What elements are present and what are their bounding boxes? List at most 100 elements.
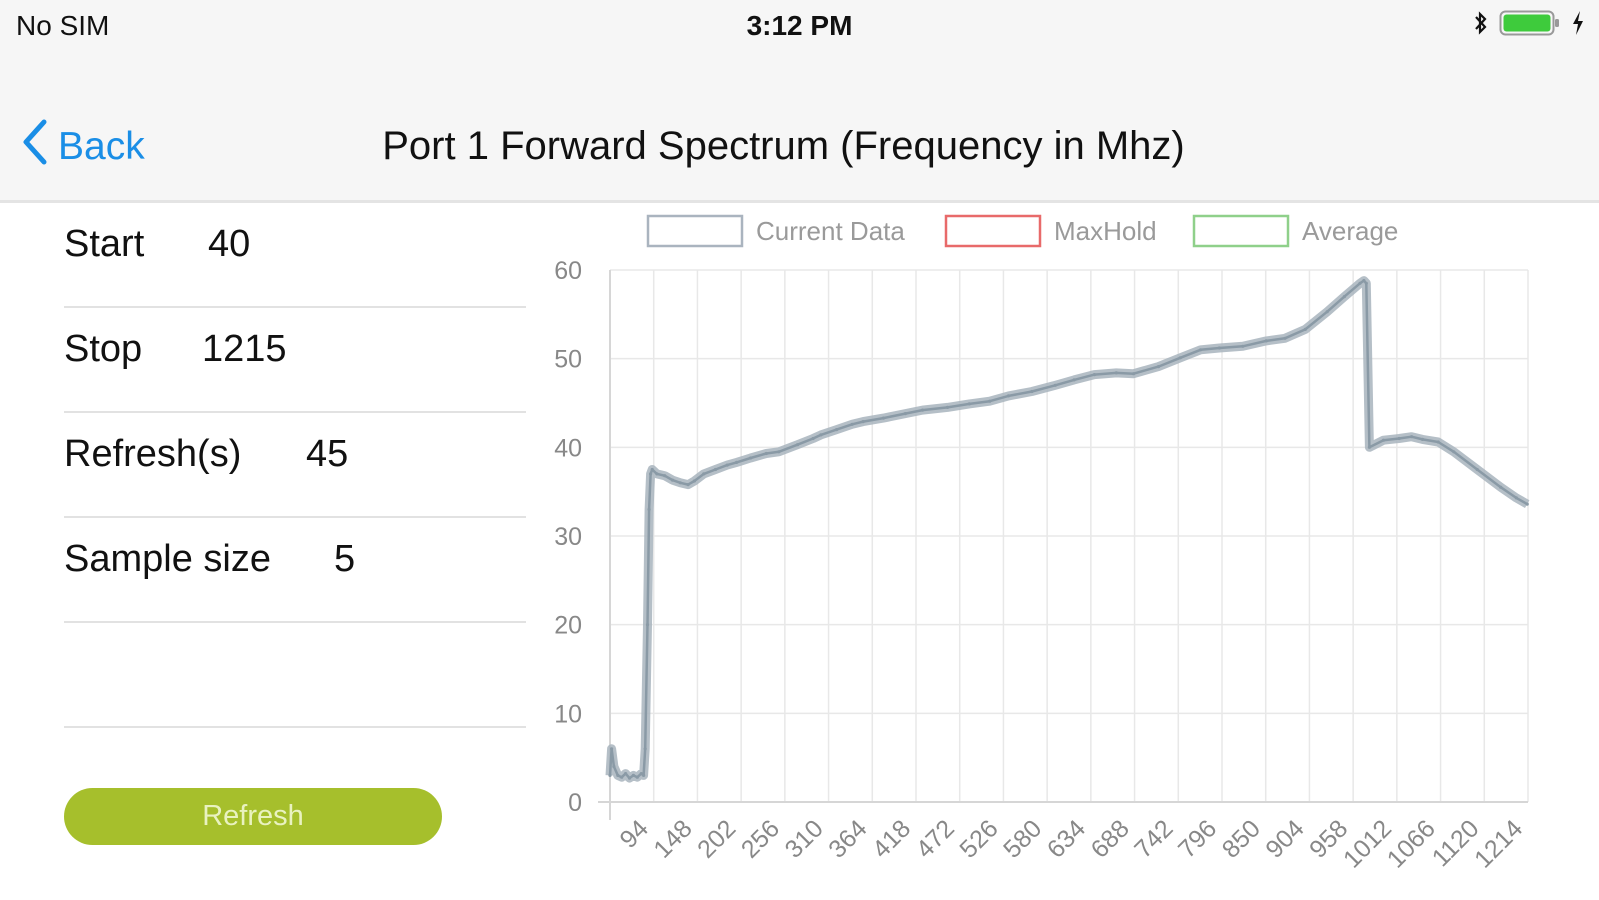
start-row[interactable]: Start 40: [64, 203, 526, 308]
data-point: [1092, 373, 1096, 377]
data-point: [988, 399, 992, 403]
x-tick-label: 634: [1042, 814, 1091, 863]
chart-legend: Current Data MaxHold Average: [646, 214, 1398, 248]
sample-size-row[interactable]: Sample size 5: [64, 518, 526, 623]
back-button[interactable]: Back: [20, 118, 145, 176]
data-point: [645, 623, 650, 627]
x-tick-label: 418: [867, 814, 916, 863]
x-tick-label: 1012: [1338, 814, 1397, 873]
x-tick-label: 742: [1129, 814, 1178, 863]
data-point: [678, 481, 682, 485]
x-tick-label: 364: [823, 814, 872, 863]
start-label: Start: [64, 223, 145, 265]
y-tick-label: 60: [554, 257, 582, 285]
data-point: [1452, 450, 1456, 454]
empty-row: [64, 623, 526, 728]
data-point: [655, 472, 659, 476]
data-point: [631, 773, 635, 778]
data-point: [795, 443, 800, 447]
series-band-current-data: [605, 276, 1530, 783]
stop-value[interactable]: 1215: [202, 328, 287, 370]
refresh-button[interactable]: Refresh: [64, 788, 442, 845]
data-point: [1283, 336, 1287, 340]
data-point: [811, 436, 815, 441]
data-point: [1325, 310, 1329, 314]
data-point: [1199, 348, 1203, 352]
x-tick-label: 580: [998, 814, 1047, 863]
navigation-bar: Back Port 1 Forward Spectrum (Frequency …: [0, 52, 1599, 203]
data-point: [1264, 339, 1268, 343]
x-tick-label: 904: [1260, 814, 1309, 863]
x-tick-label: 148: [648, 814, 697, 863]
y-tick-label: 50: [554, 346, 582, 374]
legend-swatch-average: [1192, 214, 1290, 248]
y-tick-label: 40: [554, 434, 582, 462]
data-point: [1114, 371, 1118, 375]
data-point: [1525, 502, 1529, 506]
x-tick-label: 1214: [1469, 814, 1528, 873]
y-tick-label: 0: [568, 789, 582, 817]
data-point: [1475, 467, 1479, 472]
refresh-interval-row[interactable]: Refresh(s) 45: [64, 413, 526, 518]
data-point: [1156, 365, 1161, 369]
data-point: [647, 507, 651, 511]
data-point: [713, 467, 718, 472]
data-point: [612, 764, 616, 769]
data-point: [1006, 394, 1011, 398]
data-point: [1420, 437, 1425, 441]
data-point: [764, 451, 768, 456]
data-point: [650, 467, 654, 472]
status-icons: [1473, 10, 1585, 43]
x-tick-label: 1066: [1382, 814, 1441, 873]
x-tick-label: 256: [736, 814, 785, 863]
data-point: [608, 773, 612, 778]
data-point: [920, 408, 925, 412]
data-point: [639, 772, 643, 776]
page-title: Port 1 Forward Spectrum (Frequency in Mh…: [382, 124, 1185, 168]
data-point: [643, 747, 647, 751]
data-point: [642, 773, 646, 778]
legend-label-current-data: Current Data: [756, 216, 905, 246]
series-line-current-data: [608, 279, 1528, 780]
legend-label-average: Average: [1302, 216, 1398, 246]
data-point: [1241, 344, 1245, 348]
stop-label: Stop: [64, 328, 143, 370]
data-point: [777, 450, 781, 454]
data-point: [627, 776, 632, 780]
data-point: [1410, 435, 1414, 439]
data-point: [702, 472, 706, 476]
x-tick-label: 688: [1086, 814, 1135, 863]
x-tick-label: 1120: [1427, 814, 1485, 872]
bluetooth-icon: [1473, 10, 1489, 43]
data-point: [670, 478, 675, 482]
clock: 3:12 PM: [746, 10, 853, 41]
spectrum-chart: Current Data MaxHold Average 0 10 20 30 40 50 60…: [554, 214, 1530, 874]
start-value[interactable]: 40: [208, 223, 251, 265]
sample-size-value[interactable]: 5: [334, 538, 356, 580]
data-point: [686, 483, 690, 487]
y-axis-ticks: 0 10 20 30 40 50 60: [554, 257, 582, 817]
data-point: [1499, 485, 1503, 489]
charging-bolt-icon: [1571, 10, 1585, 43]
x-tick-label: 310: [780, 814, 829, 863]
x-tick-label: 796: [1173, 814, 1222, 863]
chevron-left-icon: [20, 118, 50, 176]
x-tick-label: 850: [1217, 814, 1266, 863]
data-point: [850, 422, 854, 426]
data-point: [819, 433, 823, 437]
data-point: [1030, 389, 1034, 394]
refresh-interval-value[interactable]: 45: [306, 433, 349, 475]
x-tick-label: 202: [692, 814, 741, 863]
data-point: [649, 472, 653, 476]
stop-row[interactable]: Stop 1215: [64, 308, 526, 413]
y-tick-label: 20: [554, 612, 582, 640]
refresh-interval-label: Refresh(s): [64, 433, 242, 475]
settings-form: Start 40 Stop 1215 Refresh(s) 45 Sample …: [64, 203, 526, 728]
chart-grid: [598, 269, 1529, 820]
data-point: [861, 420, 865, 424]
data-point: [1303, 327, 1307, 331]
x-axis-ticks: 9414820225631036441847252658063468874279…: [614, 814, 1528, 873]
data-point: [903, 412, 907, 416]
data-point: [735, 460, 739, 464]
data-point: [1362, 279, 1366, 283]
